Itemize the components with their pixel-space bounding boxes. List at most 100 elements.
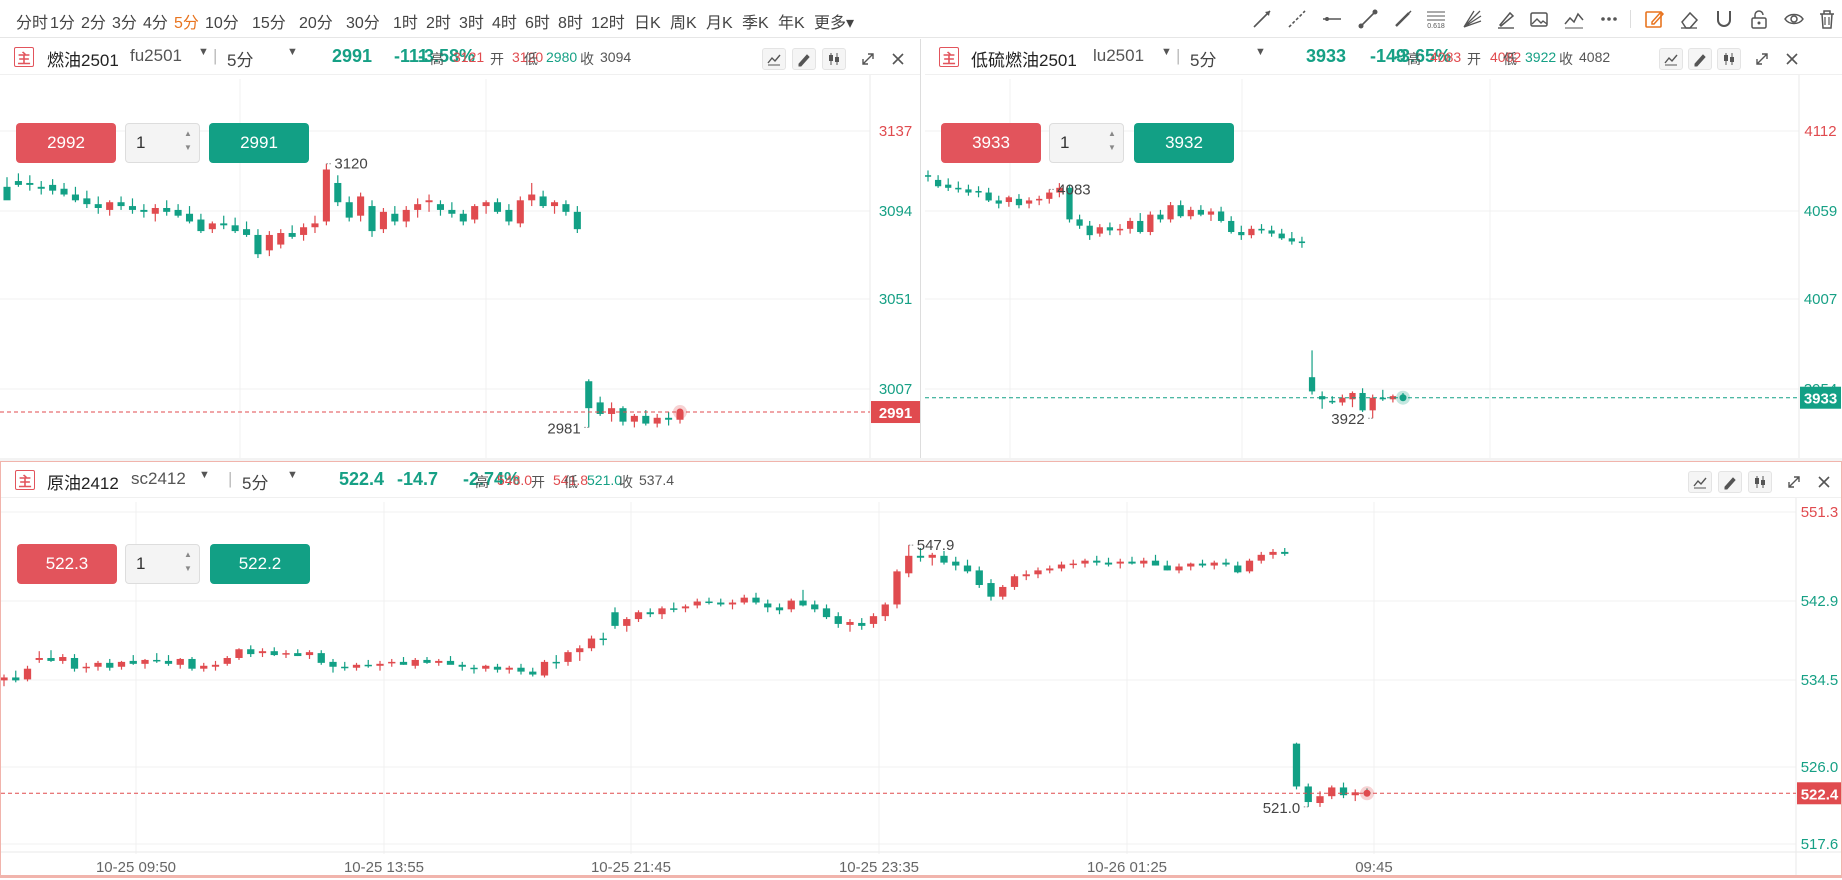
eye-icon[interactable] [1782, 8, 1806, 30]
magnet-icon[interactable] [1712, 8, 1736, 30]
qty-decrement-icon[interactable]: ▼ [184, 143, 192, 152]
qty-decrement-icon[interactable]: ▼ [1108, 143, 1116, 152]
quantity-stepper[interactable]: ▲▼ [125, 123, 200, 163]
timeframe-2[interactable]: 2分 [81, 15, 106, 32]
symbol-name[interactable]: 低硫燃油2501 [971, 51, 1077, 70]
timeframe-16[interactable]: 12时 [591, 15, 625, 32]
timeframe-more[interactable]: 更多▾ [814, 15, 855, 32]
sell-button[interactable]: 522.3 [17, 544, 117, 584]
buy-button[interactable]: 2991 [209, 123, 309, 163]
candle [1147, 211, 1154, 236]
timeframe-21[interactable]: 年K [778, 15, 805, 32]
quantity-input[interactable] [136, 133, 176, 153]
trash-icon[interactable] [1815, 8, 1839, 30]
lock-icon[interactable] [1747, 8, 1771, 30]
fibonacci-icon[interactable]: 0.618 [1424, 8, 1448, 30]
more-dots-icon[interactable] [1597, 8, 1621, 30]
symbol-name[interactable]: 原油2412 [47, 474, 119, 493]
symbol-code[interactable]: fu2501 [130, 46, 182, 65]
symbol-dropdown-icon[interactable]: ▼ [199, 469, 210, 481]
timeframe-5[interactable]: 5分 [174, 15, 199, 32]
candle-type-button[interactable] [1717, 48, 1741, 70]
image-icon[interactable] [1527, 8, 1551, 30]
draw-button[interactable] [792, 48, 816, 70]
draw-button[interactable] [1718, 471, 1742, 493]
trend-line-icon[interactable] [1250, 8, 1274, 30]
horizontal-line-icon[interactable] [1320, 8, 1344, 30]
symbol-code[interactable]: sc2412 [131, 469, 186, 488]
timeframe-19[interactable]: 月K [706, 15, 733, 32]
timeframe-7[interactable]: 15分 [252, 15, 286, 32]
timeframe-11[interactable]: 2时 [426, 15, 451, 32]
quantity-input[interactable] [136, 554, 176, 574]
timeframe-12[interactable]: 3时 [459, 15, 484, 32]
timeframe-3[interactable]: 3分 [112, 15, 137, 32]
edit-icon[interactable] [1642, 8, 1666, 30]
interval-select[interactable]: 5分 [227, 51, 254, 70]
candle-type-button[interactable] [1748, 471, 1772, 493]
quantity-stepper[interactable]: ▲▼ [1049, 123, 1124, 163]
panel-divider[interactable] [0, 458, 1842, 461]
indicator-button[interactable] [1688, 471, 1712, 493]
close-button[interactable] [1780, 48, 1804, 70]
indicator-button[interactable] [762, 48, 786, 70]
dashed-ray-icon[interactable] [1285, 8, 1309, 30]
candle [740, 594, 748, 605]
candle-body [965, 189, 972, 193]
sell-button[interactable]: 3933 [941, 123, 1041, 163]
symbol-dropdown-icon[interactable]: ▼ [1161, 46, 1172, 58]
timeframe-15[interactable]: 8时 [558, 15, 583, 32]
qty-increment-icon[interactable]: ▲ [1108, 129, 1116, 138]
timeframe-4[interactable]: 4分 [143, 15, 168, 32]
interval-select[interactable]: 5分 [242, 474, 269, 493]
segment-icon[interactable] [1356, 8, 1380, 30]
buy-button[interactable]: 3932 [1134, 123, 1234, 163]
quantity-input[interactable] [1060, 133, 1100, 153]
maximize-button[interactable] [1782, 471, 1806, 493]
close-button[interactable] [1812, 471, 1836, 493]
brush-icon[interactable] [1494, 8, 1518, 30]
symbol-name[interactable]: 燃油2501 [47, 51, 119, 70]
pen-line-icon[interactable] [1391, 8, 1415, 30]
sell-button[interactable]: 2992 [16, 123, 116, 163]
draw-button[interactable] [1688, 48, 1712, 70]
candle-body [1057, 564, 1066, 569]
eraser-icon[interactable] [1677, 8, 1701, 30]
timeframe-13[interactable]: 4时 [492, 15, 517, 32]
wave-icon[interactable] [1562, 8, 1586, 30]
maximize-button[interactable] [1750, 48, 1774, 70]
timeframe-0[interactable]: 分时 [16, 15, 49, 32]
timeframe-14[interactable]: 6时 [525, 15, 550, 32]
candlestick-chart[interactable]: 4112405940073954390110-25 14:1510-25 21:… [925, 39, 1842, 458]
candle-body [1104, 562, 1113, 565]
interval-dropdown-icon[interactable]: ▼ [1255, 46, 1266, 58]
interval-select[interactable]: 5分 [1190, 51, 1217, 70]
symbol-dropdown-icon[interactable]: ▼ [198, 46, 209, 58]
timeframe-10[interactable]: 1时 [393, 15, 418, 32]
close-button[interactable] [886, 48, 910, 70]
interval-dropdown-icon[interactable]: ▼ [287, 46, 298, 58]
candle [71, 186, 79, 203]
interval-dropdown-icon[interactable]: ▼ [287, 469, 298, 481]
quantity-stepper[interactable]: ▲▼ [125, 544, 200, 584]
qty-increment-icon[interactable]: ▲ [184, 129, 192, 138]
timeframe-6[interactable]: 10分 [205, 15, 239, 32]
buy-button[interactable]: 522.2 [210, 544, 310, 584]
candle-type-button[interactable] [822, 48, 846, 70]
indicator-button[interactable] [1659, 48, 1683, 70]
maximize-button[interactable] [856, 48, 880, 70]
timeframe-1[interactable]: 1分 [50, 15, 75, 32]
qty-increment-icon[interactable]: ▲ [184, 550, 192, 559]
candlestick-chart[interactable]: 551.3 542.9 534.5 526.0 517.6 10-25 09:50 10-2… [1, 462, 1842, 878]
timeframe-20[interactable]: 季K [742, 15, 769, 32]
fan-icon[interactable] [1460, 8, 1484, 30]
candle-body [14, 181, 22, 185]
timeframe-8[interactable]: 20分 [299, 15, 333, 32]
symbol-code[interactable]: lu2501 [1093, 46, 1145, 65]
timeframe-17[interactable]: 日K [634, 15, 661, 32]
timeframe-9[interactable]: 30分 [346, 15, 380, 32]
qty-decrement-icon[interactable]: ▼ [184, 564, 192, 573]
candlestick-chart[interactable]: 3137309430513007296410-25 14:2010-25 22:… [0, 39, 921, 458]
candle-body [1319, 396, 1326, 400]
timeframe-18[interactable]: 周K [670, 15, 697, 32]
